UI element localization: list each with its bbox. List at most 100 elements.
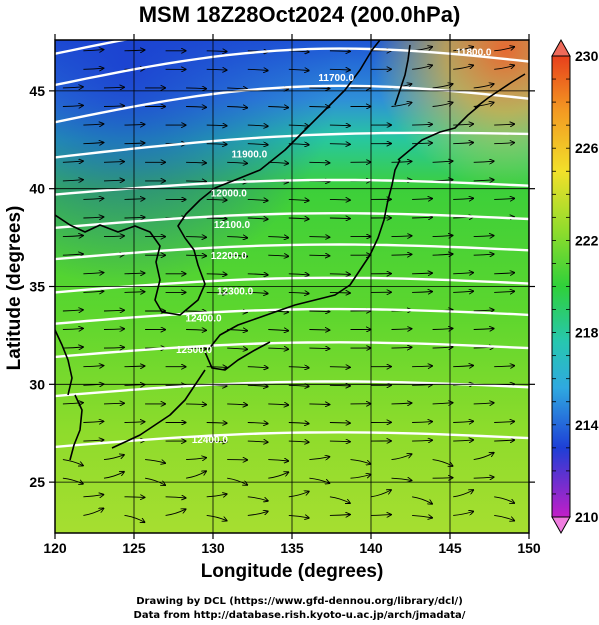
- streamline-arrow: [186, 330, 206, 331]
- chart-title: MSM 18Z28Oct2024 (200.0hPa): [138, 2, 461, 27]
- streamline-arrow: [309, 237, 329, 238]
- streamline-arrow: [124, 124, 145, 125]
- streamline-arrow: [329, 218, 350, 219]
- contour-label: 12300.0: [217, 286, 254, 297]
- streamline-arrow: [412, 273, 432, 274]
- streamline-arrow: [473, 236, 494, 237]
- streamline-arrow: [329, 496, 350, 503]
- streamline-arrow: [247, 274, 268, 275]
- contour-label: 11800.0: [456, 48, 492, 59]
- streamline-arrow: [412, 440, 432, 441]
- streamline-arrow: [206, 274, 227, 275]
- streamline-arrow: [227, 477, 247, 485]
- streamline-arrow: [288, 292, 309, 293]
- lat-lon-grid: [55, 40, 529, 533]
- streamline-arrow: [268, 472, 288, 479]
- streamline-arrow: [124, 514, 145, 522]
- streamline-arrow: [309, 88, 329, 89]
- credit-drawing: Drawing by DCL (https://www.gfd-dennou.o…: [136, 596, 463, 607]
- streamline-arrow: [247, 367, 268, 368]
- streamline-arrow: [473, 103, 494, 107]
- colorbar-ticks: 230 226 222 218 214 210: [552, 48, 599, 525]
- x-tick-label: 135: [280, 540, 304, 556]
- streamline-arrow: [165, 509, 186, 516]
- streamline-arrow: [62, 105, 83, 106]
- streamline-arrow: [247, 496, 268, 501]
- streamline-arrow: [227, 255, 247, 256]
- streamline-arrow: [206, 125, 227, 126]
- streamline-arrow: [247, 69, 268, 70]
- streamline-arrow: [83, 217, 103, 218]
- streamline-arrow: [186, 88, 206, 89]
- streamline-arrow: [83, 508, 103, 516]
- streamline-arrow: [494, 65, 514, 70]
- streamline-arrow: [391, 254, 412, 255]
- streamline-arrow: [206, 494, 227, 497]
- streamline-arrow: [473, 403, 494, 404]
- streamline-arrow: [247, 199, 268, 200]
- streamline-arrow: [186, 162, 206, 163]
- streamline-arrow: [186, 404, 206, 405]
- streamline-arrow: [186, 237, 206, 238]
- y-axis-title: Latitude (degrees): [4, 206, 25, 371]
- streamline-arrow: [473, 310, 494, 311]
- streamline-arrow: [206, 423, 227, 424]
- y-tick-label: 35: [29, 279, 45, 295]
- streamline-arrow: [288, 199, 309, 200]
- streamline-arrow: [83, 50, 103, 51]
- streamline-arrow: [309, 457, 329, 460]
- streamline-arrow: [473, 254, 494, 255]
- streamline-arrow: [227, 237, 247, 238]
- streamline-arrow: [309, 477, 329, 483]
- streamline-arrow: [186, 458, 206, 460]
- streamline-arrow: [288, 515, 309, 518]
- streamline-arrow: [412, 199, 432, 200]
- y-tick-label: 25: [29, 474, 45, 490]
- streamline-arrow: [329, 515, 350, 516]
- streamline-arrow: [494, 291, 514, 292]
- streamline-arrow: [453, 512, 473, 516]
- streamline-arrow: [494, 421, 514, 422]
- streamline-arrow: [62, 180, 83, 181]
- streamline-arrow: [83, 440, 103, 441]
- streamline-arrow: [329, 385, 350, 386]
- streamline-arrow: [83, 291, 103, 292]
- streamline-arrow: [412, 366, 432, 367]
- colorbar-tick-label: 210: [575, 509, 599, 525]
- streamline-arrow: [432, 103, 453, 107]
- streamline-arrow: [288, 441, 309, 442]
- streamline-arrow: [268, 255, 288, 256]
- streamline-arrow: [453, 47, 473, 52]
- streamline-arrow: [288, 125, 309, 126]
- streamline-arrow: [288, 367, 309, 368]
- streamline-arrow: [206, 218, 227, 219]
- streamline-arrow: [473, 453, 494, 461]
- x-axis-ticks: 120 125 130 135 140 145 150: [43, 34, 541, 556]
- streamline-arrow: [309, 162, 329, 163]
- streamline-arrow: [206, 144, 227, 145]
- streamline-arrow: [227, 348, 247, 349]
- streamline-arrow: [432, 347, 453, 348]
- streamline-arrow: [103, 180, 124, 181]
- streamline-arrow: [412, 292, 432, 293]
- streamline-arrow: [432, 328, 453, 329]
- streamline-arrow: [247, 218, 268, 219]
- streamline-arrow: [103, 472, 124, 479]
- streamline-arrow: [145, 477, 165, 485]
- streamline-arrow: [103, 87, 124, 88]
- y-tick-label: 45: [29, 83, 45, 99]
- streamline-arrow: [391, 329, 412, 330]
- contour-label: 11700.0: [318, 73, 354, 84]
- streamline-arrow: [329, 69, 350, 70]
- streamline-arrow: [329, 51, 350, 52]
- streamline-arrow: [453, 440, 473, 441]
- streamline-arrow: [412, 515, 432, 517]
- streamline-arrow: [453, 291, 473, 292]
- streamline-arrow: [473, 329, 494, 330]
- streamline-arrow: [206, 441, 227, 442]
- streamline-arrow: [268, 107, 288, 108]
- streamline-arrow: [103, 347, 124, 348]
- streamline-arrow: [206, 292, 227, 293]
- streamline-arrow: [124, 366, 145, 367]
- streamline-arrow: [124, 273, 145, 274]
